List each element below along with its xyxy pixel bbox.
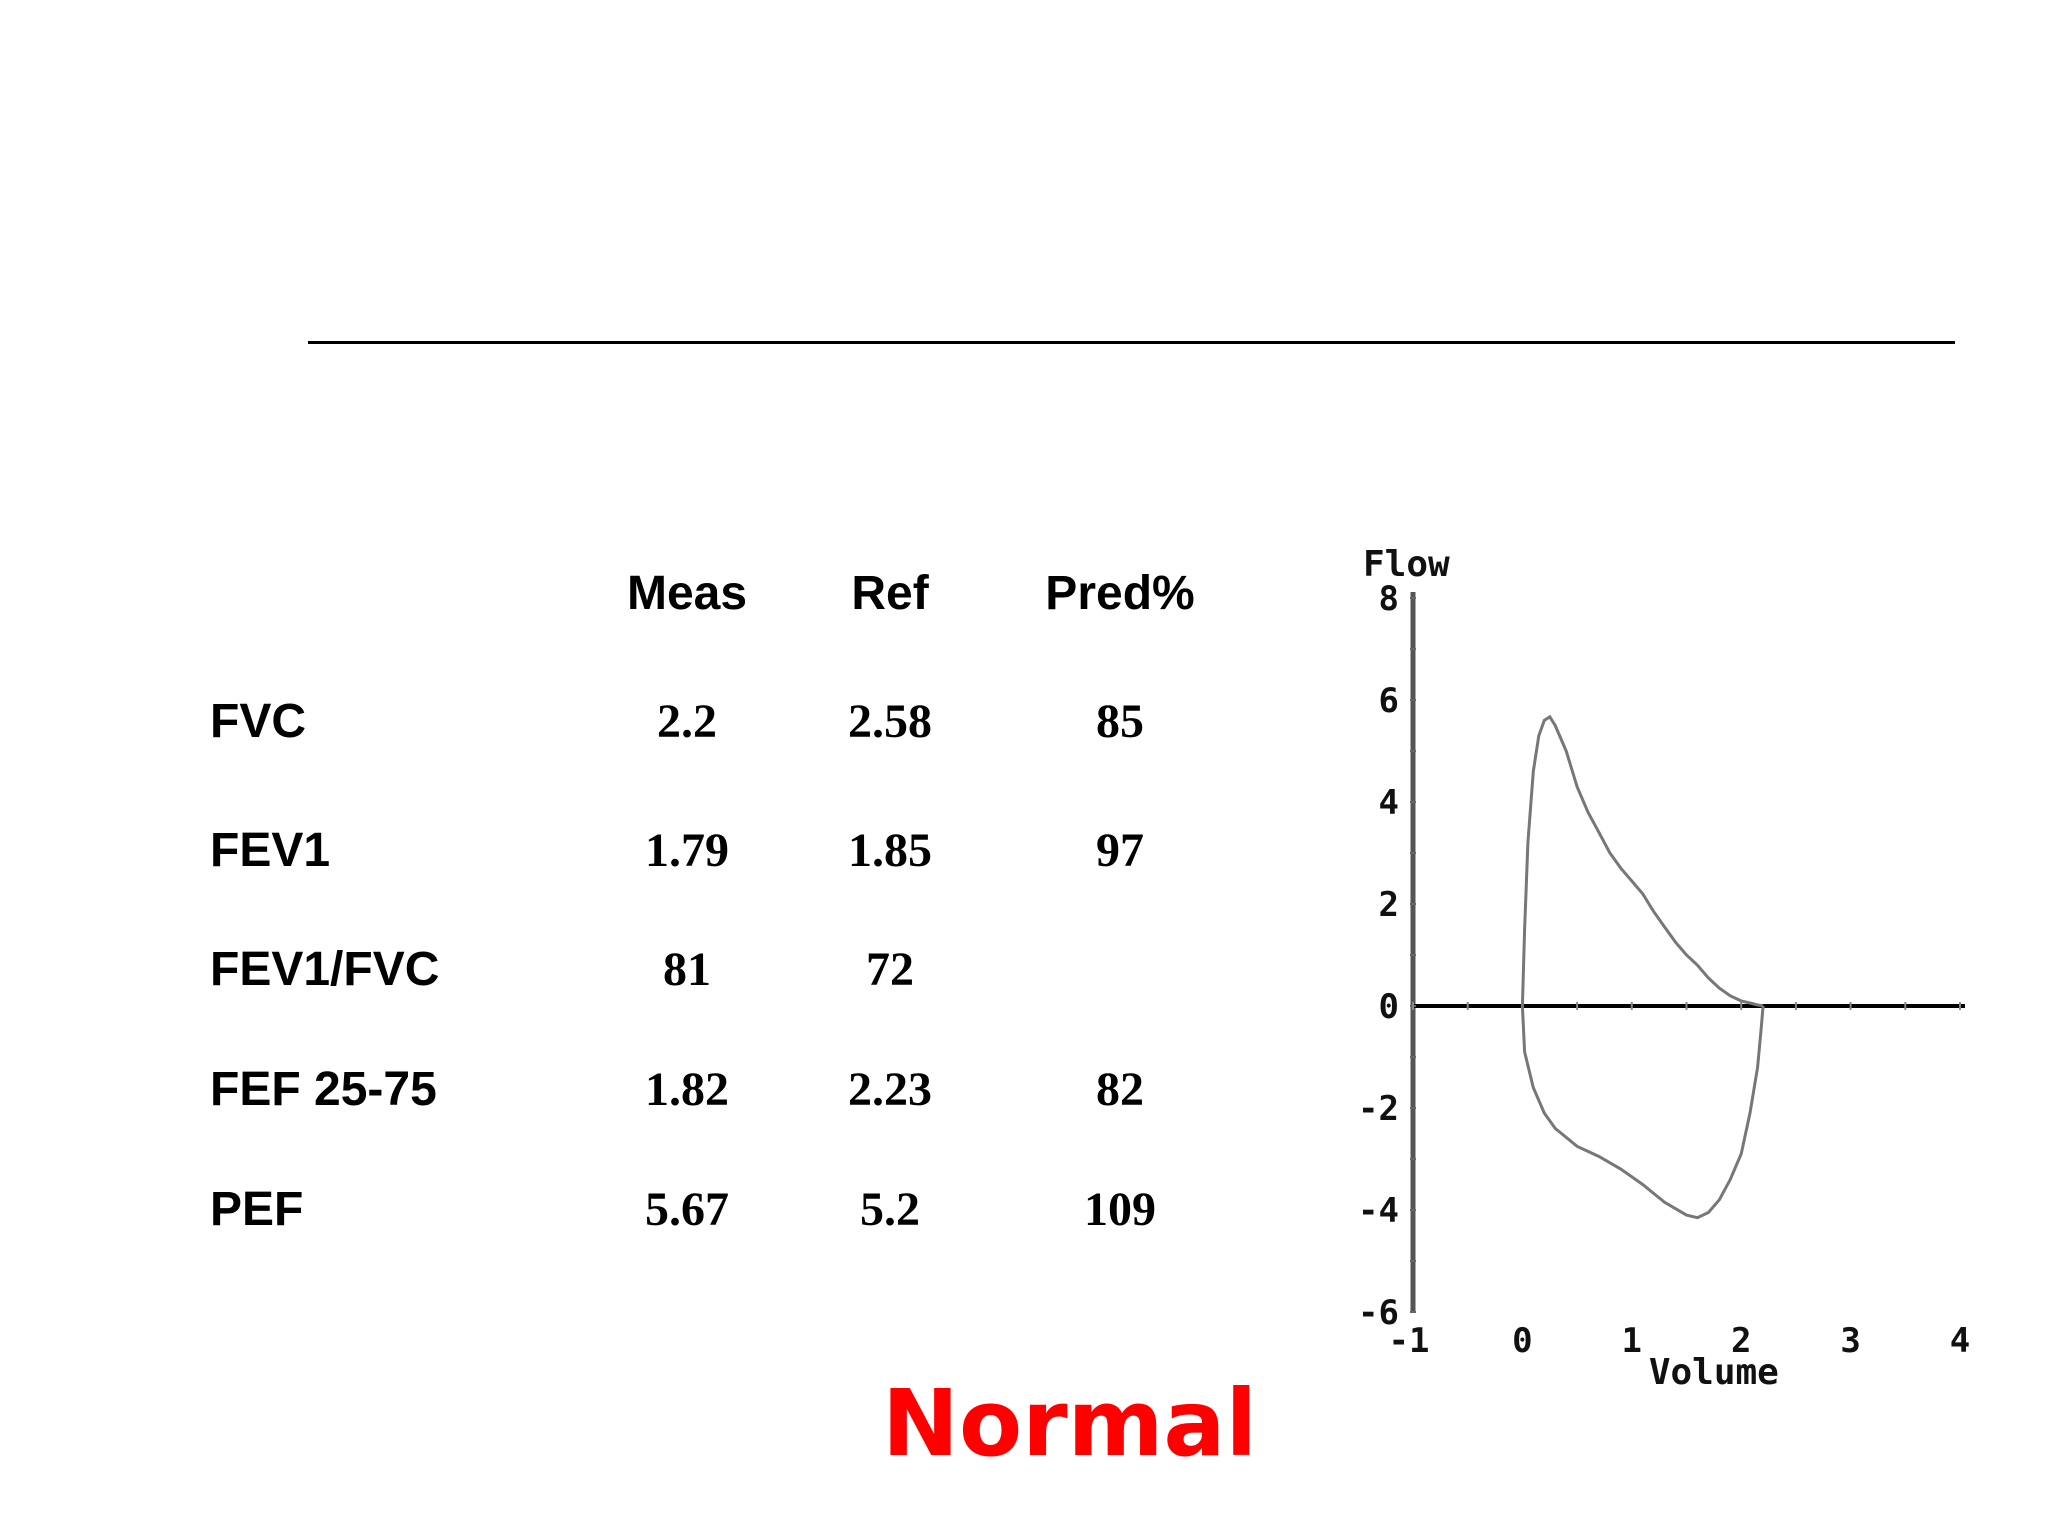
y-tick-label: 4 bbox=[1379, 783, 1399, 823]
cell-fev1-pred: 97 bbox=[1096, 824, 1144, 877]
cell-fef2575-pred: 82 bbox=[1096, 1063, 1144, 1116]
cell-fev1-fvc-ref: 72 bbox=[866, 943, 914, 996]
y-tick-label: 6 bbox=[1379, 681, 1399, 721]
col-header-meas: Meas bbox=[626, 567, 748, 620]
y-tick-label: -4 bbox=[1358, 1191, 1399, 1231]
cell-fev1-fvc-meas: 81 bbox=[663, 943, 711, 996]
cell-fef2575-meas: 1.82 bbox=[645, 1063, 729, 1116]
cell-fev1-ref: 1.85 bbox=[848, 824, 932, 877]
cell-pef-meas: 5.67 bbox=[645, 1183, 729, 1236]
x-tick-label: 2 bbox=[1731, 1321, 1751, 1361]
y-tick-label: 2 bbox=[1379, 885, 1399, 925]
row-label-fef2575: FEF 25-75 bbox=[210, 1063, 437, 1116]
cell-pef-pred: 109 bbox=[1084, 1183, 1156, 1236]
cell-fvc-pred: 85 bbox=[1096, 695, 1144, 748]
cell-fvc-meas: 2.2 bbox=[657, 695, 717, 748]
inspiratory-curve bbox=[1520, 1005, 1765, 1220]
y-tick-label: -2 bbox=[1358, 1089, 1399, 1129]
y-tick-label: 8 bbox=[1379, 579, 1399, 619]
x-tick-label: -1 bbox=[1389, 1321, 1430, 1361]
title-divider-line bbox=[308, 341, 1955, 344]
y-tick-label: 0 bbox=[1379, 987, 1399, 1027]
y-tick-label: -6 bbox=[1358, 1293, 1399, 1333]
cell-fef2575-ref: 2.23 bbox=[848, 1063, 932, 1116]
x-tick-label: 4 bbox=[1950, 1321, 1970, 1361]
y-axis-title: Flow bbox=[1363, 544, 1450, 585]
row-label-fev1: FEV1 bbox=[210, 824, 331, 877]
expiratory-curve bbox=[1520, 714, 1764, 1008]
row-label-fvc: FVC bbox=[210, 695, 306, 748]
cell-fev1-meas: 1.79 bbox=[645, 824, 729, 877]
x-axis-title: Volume bbox=[1649, 1352, 1779, 1393]
cell-fvc-ref: 2.58 bbox=[848, 695, 932, 748]
x-tick-label: 1 bbox=[1622, 1321, 1642, 1361]
cell-pef-ref: 5.2 bbox=[860, 1183, 920, 1236]
col-header-ref: Ref bbox=[851, 567, 929, 620]
x-tick-label: 0 bbox=[1512, 1321, 1532, 1361]
col-header-pred: Pred% bbox=[1045, 567, 1195, 620]
x-tick-label: 3 bbox=[1840, 1321, 1860, 1361]
row-label-fev1-fvc: FEV1/FVC bbox=[210, 943, 440, 996]
row-label-pef: PEF bbox=[210, 1183, 304, 1236]
verdict-label: Normal bbox=[882, 1370, 1258, 1477]
